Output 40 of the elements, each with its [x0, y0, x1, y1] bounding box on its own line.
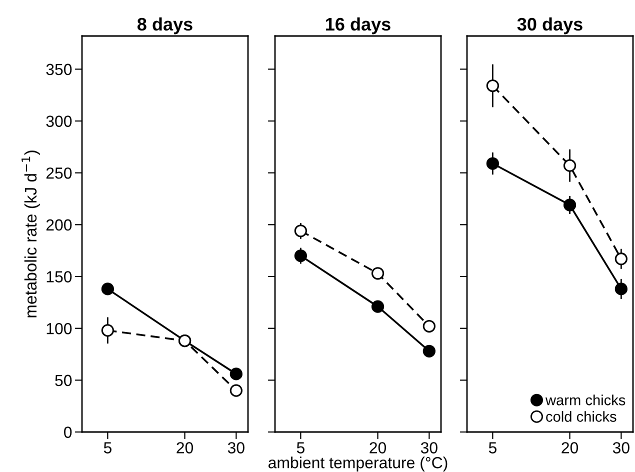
chart-title: 16 days [326, 17, 390, 34]
point [371, 300, 384, 313]
point [230, 368, 242, 380]
legend-label: cold chicks [546, 411, 616, 422]
y-tick-label: 200 [46, 219, 72, 231]
point [422, 344, 436, 358]
point [101, 282, 114, 296]
chart-title: 8 days [137, 17, 192, 34]
point [294, 224, 308, 238]
x-tick-label: 30 [612, 442, 630, 454]
point [371, 267, 384, 280]
point [563, 198, 576, 212]
point [101, 324, 114, 337]
x-axis-title: ambient temperature (°C) [268, 456, 448, 472]
y-tick-label: 250 [46, 167, 72, 179]
point [486, 79, 500, 92]
x-tick-label: 30 [420, 442, 438, 454]
x-tick-label: 30 [228, 442, 244, 454]
x-tick-label: 20 [176, 442, 194, 454]
legend-label: warm chicks [545, 394, 626, 406]
chart-title: 30 days [517, 17, 582, 34]
point [422, 320, 436, 333]
x-tick-label: 5 [104, 442, 112, 454]
point [294, 249, 308, 262]
x-tick-label: 5 [296, 442, 304, 454]
y-tick-label: 150 [46, 271, 72, 282]
x-tick-label: 20 [562, 442, 578, 454]
point [614, 252, 628, 266]
y-tick-label: 50 [55, 374, 72, 386]
x-tick-label: 5 [488, 442, 496, 454]
y-axis-title: metabolic rate (kJ d$^{−1}$) [22, 150, 40, 318]
y-tick-label: 350 [46, 64, 72, 76]
y-tick-label: 100 [46, 322, 72, 334]
y-tick-label: 0 [64, 426, 72, 438]
x-tick-label: 20 [370, 442, 386, 454]
point [614, 282, 628, 296]
point [486, 157, 500, 170]
y-tick-label: 300 [46, 116, 72, 127]
point [563, 159, 576, 172]
point [230, 384, 242, 397]
